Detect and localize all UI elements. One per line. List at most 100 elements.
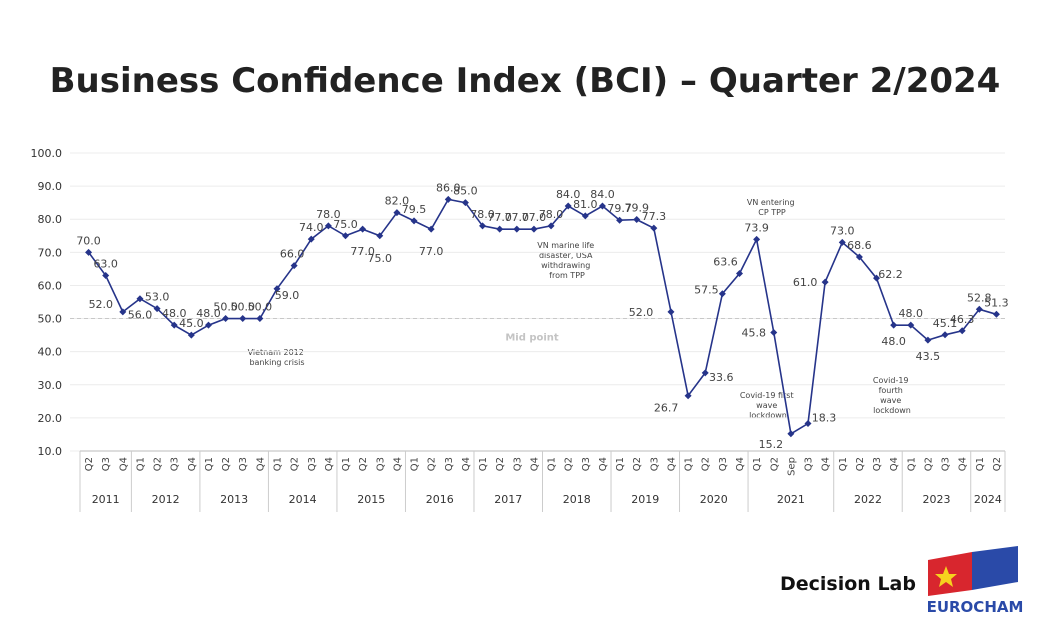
point (307, 235, 315, 243)
point (85, 248, 93, 256)
point (735, 270, 743, 278)
point (958, 327, 966, 335)
brand: Decision Lab (780, 573, 916, 595)
point (324, 222, 332, 230)
value-label: 81.0 (573, 198, 598, 211)
value-label: 68.6 (847, 239, 872, 252)
value-label: 52.8 (967, 291, 992, 304)
y-tick-label: 60.0 (38, 279, 63, 292)
x-tick-label: Q1 (478, 457, 489, 471)
value-label: 73.9 (744, 221, 769, 234)
point (855, 253, 863, 261)
value-label: 79.9 (624, 202, 649, 215)
point (838, 238, 846, 246)
annotation-line: Covid-19 (873, 376, 909, 385)
flag-blue (972, 546, 1018, 590)
eurocham-logo: EUROCHAM (927, 546, 1024, 616)
value-label: 79.7 (607, 202, 632, 215)
point (975, 305, 983, 313)
x-tick-label: Q2 (992, 457, 1003, 471)
point (564, 202, 572, 210)
x-tick-label: Q2 (923, 457, 934, 471)
x-tick-label: Q4 (735, 457, 746, 471)
value-label: 78.0 (316, 208, 341, 221)
year-label: 2019 (631, 493, 659, 506)
value-label: 75.0 (333, 218, 358, 231)
point (153, 305, 161, 313)
annotation: Covid-19 fourth wave lockdown (873, 376, 911, 415)
value-label: 48.0 (196, 307, 221, 320)
point (890, 321, 898, 329)
value-label: 45.0 (179, 317, 204, 330)
x-tick-label: Q3 (512, 457, 523, 471)
x-tick-label: Q4 (461, 457, 472, 471)
y-tick-label: 80.0 (38, 213, 63, 226)
value-label: 73.0 (830, 224, 855, 237)
annotation: Covid-19 first wave lockdown (740, 391, 796, 420)
x-tick-label: Q3 (444, 457, 455, 471)
point (650, 224, 658, 232)
year-label: 2022 (854, 493, 882, 506)
y-tick-label: 70.0 (38, 246, 63, 259)
point (667, 308, 675, 316)
value-label: 45.8 (742, 326, 767, 339)
x-tick-label: Q3 (307, 457, 318, 471)
value-label: 82.0 (385, 195, 410, 208)
point (821, 278, 829, 286)
y-tick-label: 10.0 (38, 445, 63, 458)
point (530, 225, 538, 233)
x-tick-label: Q1 (838, 457, 849, 471)
y-tick-label: 50.0 (38, 313, 63, 326)
value-label: 78.0 (539, 208, 564, 221)
value-label: 77.0 (522, 211, 547, 224)
value-label: 78.0 (470, 208, 495, 221)
year-label: 2021 (777, 493, 805, 506)
year-label: 2012 (152, 493, 180, 506)
point (222, 315, 230, 323)
value-label: 53.0 (145, 291, 170, 304)
annotation-line: VN entering (747, 198, 795, 207)
value-label: 52.0 (629, 306, 654, 319)
x-tick-label: Q1 (615, 457, 626, 471)
value-label: 52.0 (89, 298, 114, 311)
x-tick-label: Q1 (272, 457, 283, 471)
annotation-line: CP TPP (758, 208, 786, 217)
x-tick-label: Q3 (804, 457, 815, 471)
annotation-line: disaster, USA (539, 251, 593, 260)
x-tick-label: Q2 (701, 457, 712, 471)
x-tick-label: Q2 (153, 457, 164, 471)
value-label: 79.5 (402, 203, 427, 216)
annotation-line: lockdown (749, 411, 787, 420)
x-tick-label: Q4 (889, 457, 900, 471)
y-tick-label: 20.0 (38, 412, 63, 425)
x-tick-label: Q1 (547, 457, 558, 471)
point (513, 225, 521, 233)
value-label: 56.0 (128, 309, 153, 322)
value-label: 62.2 (878, 268, 903, 281)
logo-text: EUROCHAM (927, 598, 1024, 616)
annotation: Vietnam 2012 banking crisis (248, 348, 307, 367)
value-label: 74.0 (299, 221, 324, 234)
point (461, 199, 469, 207)
year-label: 2017 (494, 493, 522, 506)
point (770, 328, 778, 336)
y-tick-label: 100.0 (31, 147, 63, 160)
year-label: 2013 (220, 493, 248, 506)
annotation-line: lockdown (873, 406, 911, 415)
point (102, 272, 110, 280)
value-label: 57.5 (694, 284, 719, 297)
annotation-line: Covid-19 first (740, 391, 794, 400)
x-tick-label: Q2 (290, 457, 301, 471)
x-tick-label: Q1 (975, 457, 986, 471)
point (701, 369, 709, 377)
x-tick-label: Q3 (375, 457, 386, 471)
flag-star (935, 566, 957, 587)
value-label: 46.3 (950, 313, 975, 326)
annotation: VN entering CP TPP (747, 198, 797, 217)
value-label: 48.0 (162, 307, 187, 320)
point (547, 222, 555, 230)
x-tick-label: Q4 (392, 457, 403, 471)
x-tick-label: Q1 (752, 457, 763, 471)
point (873, 274, 881, 282)
